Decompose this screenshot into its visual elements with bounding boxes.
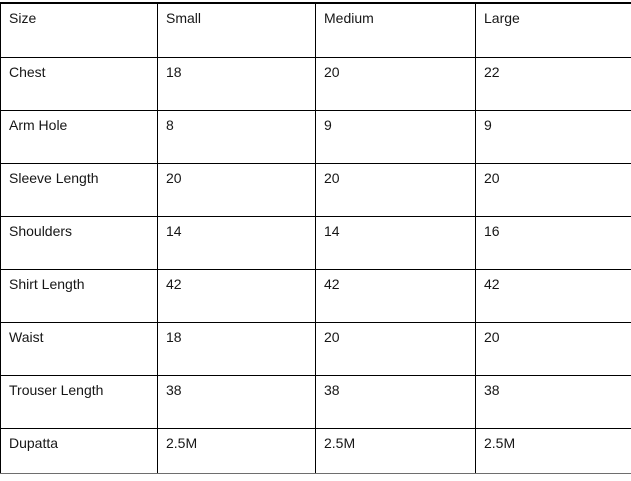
- cell-value: 2.5M: [475, 427, 631, 474]
- cell-value: 20: [475, 162, 631, 217]
- table-header-row: Size Small Medium Large: [0, 2, 631, 58]
- table-row-dupatta: Dupatta 2.5M 2.5M 2.5M: [0, 427, 631, 474]
- cell-value: 9: [475, 109, 631, 164]
- header-cell-size: Size: [0, 2, 158, 58]
- cell-value: 18: [157, 321, 316, 376]
- cell-value: 42: [157, 268, 316, 323]
- cell-value: 2.5M: [157, 427, 316, 474]
- header-cell-medium: Medium: [315, 2, 476, 58]
- cell-value: 8: [157, 109, 316, 164]
- cell-value: 9: [315, 109, 476, 164]
- cell-value: 38: [157, 374, 316, 429]
- cell-value: 20: [475, 321, 631, 376]
- table-row-shoulders: Shoulders 14 14 16: [0, 215, 631, 270]
- table-row-arm-hole: Arm Hole 8 9 9: [0, 109, 631, 164]
- cell-value: 20: [315, 56, 476, 111]
- header-cell-large: Large: [475, 2, 631, 58]
- row-label: Trouser Length: [0, 374, 158, 429]
- table-row-trouser-length: Trouser Length 38 38 38: [0, 374, 631, 429]
- row-label: Sleeve Length: [0, 162, 158, 217]
- row-label: Shoulders: [0, 215, 158, 270]
- cell-value: 2.5M: [315, 427, 476, 474]
- cell-value: 20: [157, 162, 316, 217]
- cell-value: 14: [157, 215, 316, 270]
- table-row-sleeve-length: Sleeve Length 20 20 20: [0, 162, 631, 217]
- cell-value: 42: [315, 268, 476, 323]
- cell-value: 22: [475, 56, 631, 111]
- row-label: Arm Hole: [0, 109, 158, 164]
- cell-value: 18: [157, 56, 316, 111]
- cell-value: 38: [315, 374, 476, 429]
- header-cell-small: Small: [157, 2, 316, 58]
- table-row-shirt-length: Shirt Length 42 42 42: [0, 268, 631, 323]
- row-label: Dupatta: [0, 427, 158, 474]
- row-label: Shirt Length: [0, 268, 158, 323]
- table-row-waist: Waist 18 20 20: [0, 321, 631, 376]
- cell-value: 20: [315, 162, 476, 217]
- cell-value: 38: [475, 374, 631, 429]
- row-label: Waist: [0, 321, 158, 376]
- cell-value: 14: [315, 215, 476, 270]
- cell-value: 16: [475, 215, 631, 270]
- table-row-chest: Chest 18 20 22: [0, 56, 631, 111]
- row-label: Chest: [0, 56, 158, 111]
- cell-value: 42: [475, 268, 631, 323]
- cell-value: 20: [315, 321, 476, 376]
